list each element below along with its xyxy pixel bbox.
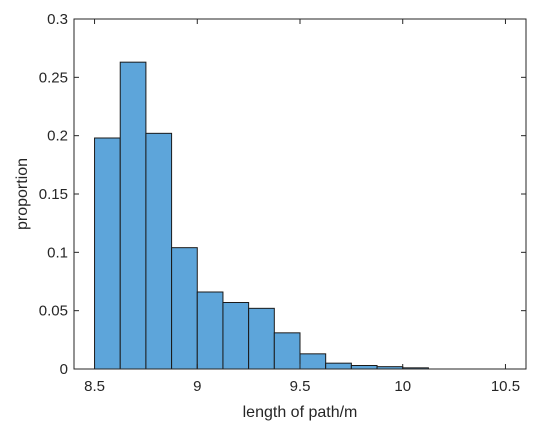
- x-tick-label: 10.5: [491, 378, 520, 395]
- y-tick-label: 0.2: [47, 128, 68, 145]
- y-tick-label: 0.15: [39, 186, 68, 203]
- histogram-bar: [171, 247, 198, 370]
- histogram-bar: [350, 365, 378, 370]
- x-tick-label: 10: [394, 378, 411, 395]
- y-tick-label: 0.3: [47, 11, 68, 28]
- x-tick-label: 9: [193, 378, 201, 395]
- x-tick-label: 8.5: [84, 378, 105, 395]
- y-axis-label: proportion: [14, 158, 31, 230]
- histogram-bar: [196, 291, 224, 370]
- ticks-layer: 8.5 9 9.5 10 10.5 0 0.05 0.1 0.15 0.2 0.25 0.3: [39, 11, 526, 395]
- bars-layer: [94, 61, 429, 370]
- y-tick-label: 0: [60, 361, 68, 378]
- histogram-bar: [273, 332, 301, 370]
- x-tick-label: 9.5: [290, 378, 311, 395]
- y-tick-label: 0.05: [39, 303, 68, 320]
- x-axis-label: length of path/m: [243, 404, 358, 421]
- y-tick-label: 0.1: [47, 244, 68, 261]
- histogram-bar: [299, 353, 327, 370]
- histogram-bar: [145, 132, 173, 370]
- histogram-bar: [248, 307, 275, 370]
- y-tick-label: 0.25: [39, 69, 68, 86]
- histogram-bar: [94, 137, 121, 370]
- histogram-bar: [119, 61, 147, 370]
- histogram-bar: [325, 362, 352, 370]
- histogram-bar: [222, 302, 250, 370]
